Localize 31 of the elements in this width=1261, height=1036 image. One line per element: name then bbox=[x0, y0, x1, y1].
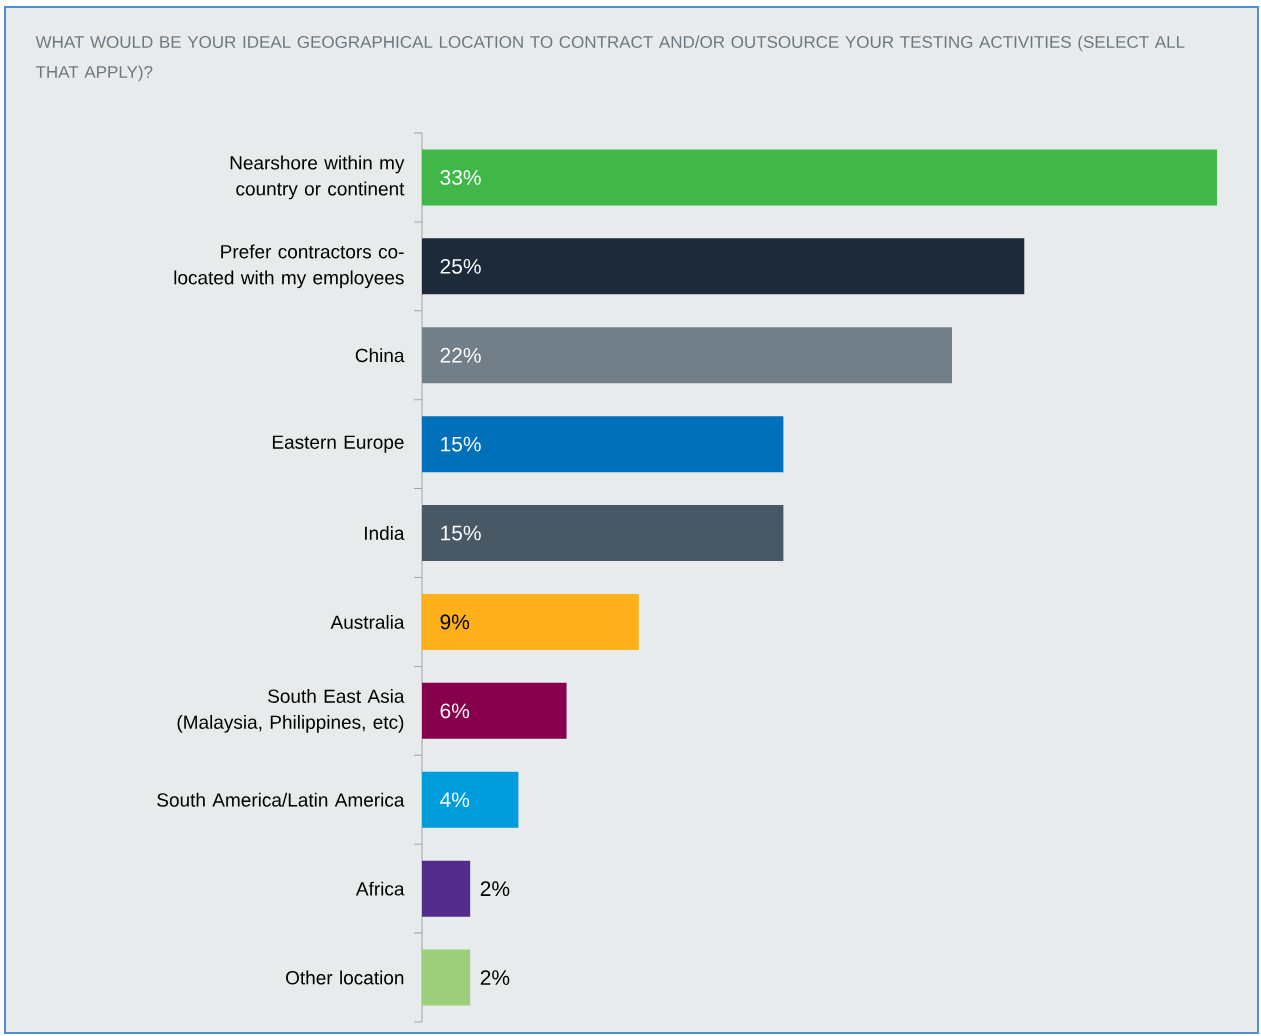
data-label: 6% bbox=[440, 703, 470, 719]
y-tick-label: Australia bbox=[330, 614, 405, 629]
y-tick-label: South East Asia (Malaysia, Philippines, etc) bbox=[177, 688, 405, 733]
data-label: 9% bbox=[440, 614, 470, 630]
bar bbox=[422, 771, 519, 828]
bar bbox=[422, 505, 784, 562]
y-tick-label: Nearshore within my country or continent bbox=[230, 155, 405, 200]
bar bbox=[422, 860, 471, 917]
y-tick-label: Eastern Europe bbox=[272, 435, 404, 453]
bar bbox=[422, 238, 1025, 295]
bar bbox=[422, 149, 1217, 206]
data-label: 4% bbox=[440, 792, 470, 808]
y-tick-label: Other location bbox=[286, 970, 404, 985]
y-tick-label: South America/Latin America bbox=[157, 792, 405, 807]
bar bbox=[422, 593, 639, 650]
y-tick-label: China bbox=[355, 348, 405, 363]
data-label: 2% bbox=[480, 881, 510, 897]
y-tick-label: Prefer contractors co-located with my employees bbox=[174, 244, 404, 289]
data-label: 33% bbox=[440, 170, 481, 185]
y-tick-label: Africa bbox=[355, 881, 405, 896]
chart-title: WHAT WOULD BE YOUR IDEAL GEOGRAPHICAL LOCATION TO CONTRACT AND/OR OUTSOURCE YOUR TESTING ACTIVITIES (SELECT ALL THAT APPLY)? bbox=[35, 35, 1185, 82]
data-label: 15% bbox=[441, 436, 481, 452]
bar bbox=[422, 327, 952, 384]
bar bbox=[422, 949, 471, 1006]
data-label: 2% bbox=[480, 970, 510, 985]
data-label: 25% bbox=[440, 258, 481, 274]
y-tick-label: India bbox=[365, 526, 405, 541]
data-label: 22% bbox=[440, 347, 481, 363]
bar bbox=[422, 682, 567, 739]
bar bbox=[422, 416, 784, 473]
data-label: 15% bbox=[441, 525, 481, 541]
